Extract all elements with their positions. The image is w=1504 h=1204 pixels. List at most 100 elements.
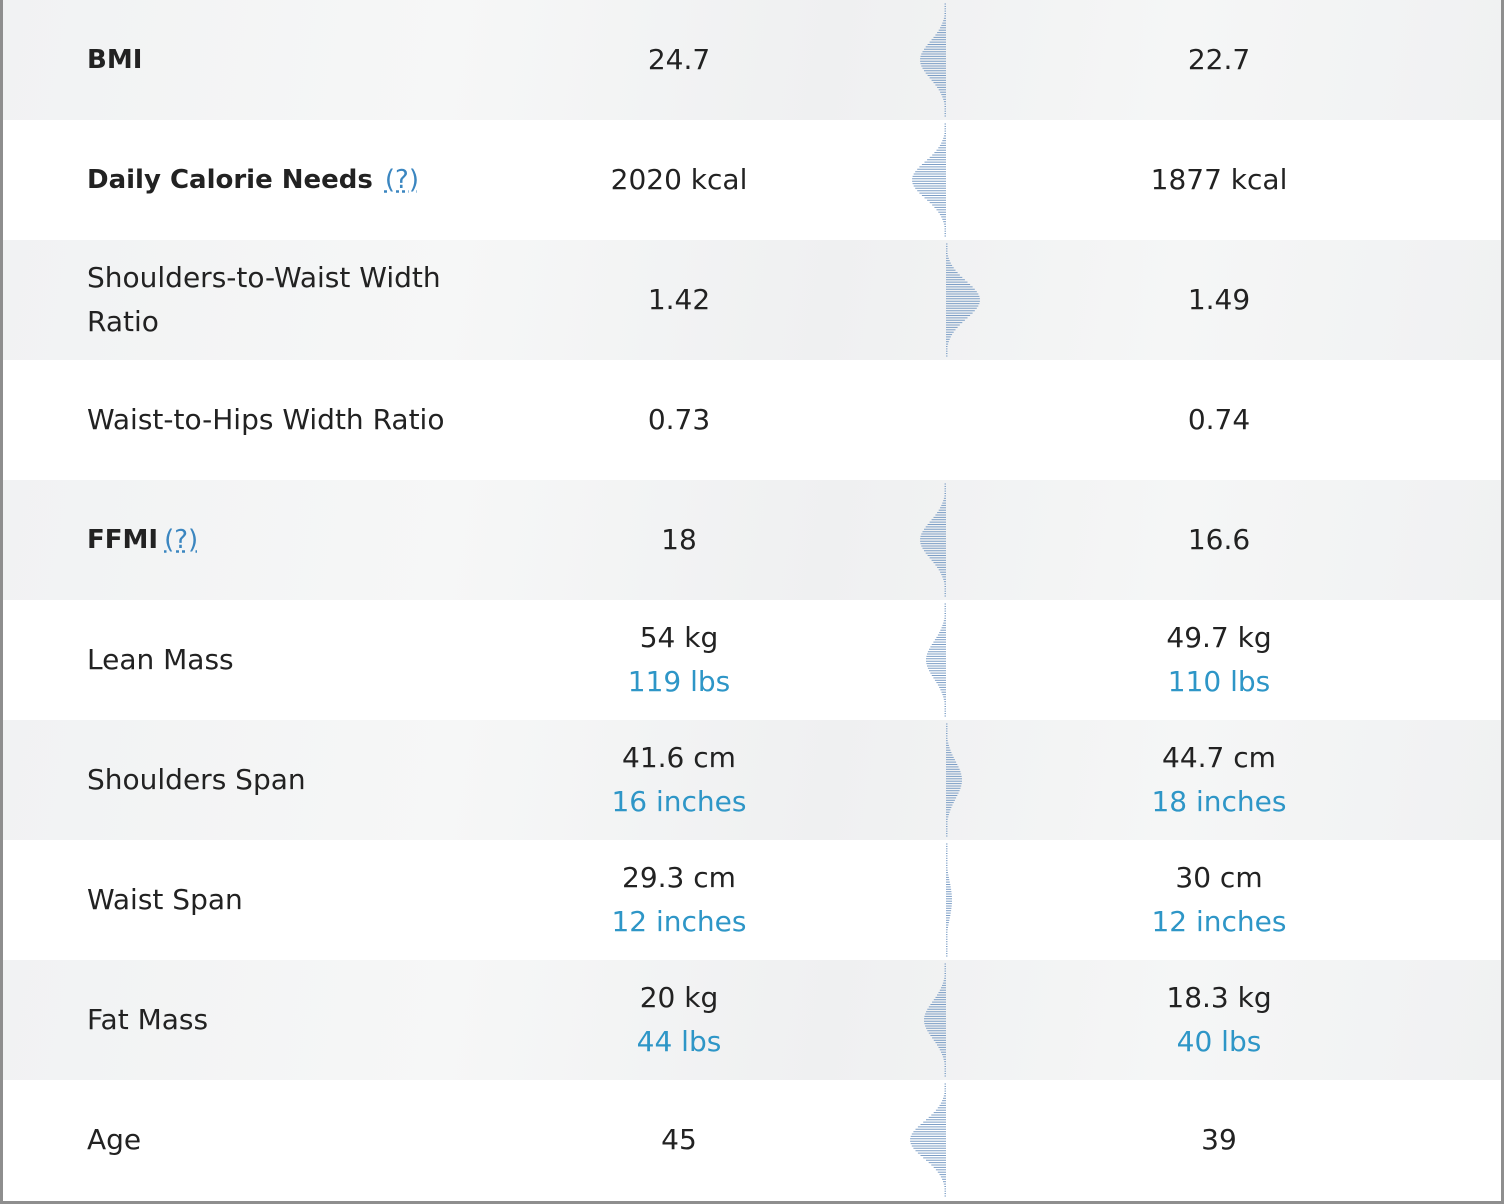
right-value: 49.7 kg 110 lbs — [1039, 600, 1399, 720]
right-value-main: 39 — [1201, 1123, 1237, 1156]
left-value-main: 45 — [661, 1123, 697, 1156]
distribution-graphic — [893, 1080, 1003, 1200]
table-row: Shoulders Span 41.6 cm 16 inches 44.7 cm 18 … — [3, 720, 1501, 840]
left-value-converted: 44 lbs — [636, 1025, 722, 1058]
left-value-converted: 119 lbs — [627, 665, 731, 698]
right-value: 1.49 — [1039, 240, 1399, 360]
distribution-svg — [946, 843, 952, 957]
left-value: 29.3 cm 12 inches — [499, 840, 859, 960]
right-value: 22.7 — [1039, 0, 1399, 120]
table-row: Daily Calorie Needs (?) 2020 kcal 1877 kcal — [3, 120, 1501, 240]
distribution-graphic — [893, 120, 1003, 240]
left-value-converted: 16 inches — [611, 785, 747, 818]
left-value: 41.6 cm 16 inches — [499, 720, 859, 840]
row-label-text: Age — [87, 1123, 142, 1156]
right-value-converted: 110 lbs — [1167, 665, 1271, 698]
left-value: 24.7 — [499, 0, 859, 120]
distribution-graphic — [893, 0, 1003, 120]
right-value-main: 18.3 kg — [1166, 981, 1272, 1014]
row-label: Daily Calorie Needs (?) — [87, 120, 467, 240]
distribution-graphic — [893, 240, 1003, 360]
left-value: 45 — [499, 1080, 859, 1200]
row-label-text: FFMI — [87, 525, 159, 555]
right-value: 30 cm 12 inches — [1039, 840, 1399, 960]
right-value: 0.74 — [1039, 360, 1399, 480]
table-row: Waist-to-Hips Width Ratio 0.73 0.74 — [3, 360, 1501, 480]
row-label-text: Fat Mass — [87, 1003, 209, 1036]
distribution-graphic — [893, 600, 1003, 720]
right-value-main: 22.7 — [1187, 43, 1251, 76]
row-label-text: Daily Calorie Needs — [87, 165, 373, 195]
right-value: 44.7 cm 18 inches — [1039, 720, 1399, 840]
row-label-text: Shoulders Span — [87, 763, 306, 796]
distribution-svg — [912, 123, 946, 237]
left-value-main: 2020 kcal — [610, 163, 748, 196]
left-value-converted: 12 inches — [611, 905, 747, 938]
right-value-converted: 18 inches — [1151, 785, 1287, 818]
distribution-graphic — [893, 960, 1003, 1080]
right-value-main: 16.6 — [1187, 523, 1251, 556]
distribution-svg — [910, 1083, 946, 1197]
distribution-svg — [926, 603, 946, 717]
row-label: BMI — [87, 0, 467, 120]
right-value: 16.6 — [1039, 480, 1399, 600]
table-row: Shoulders-to-Waist Width Ratio 1.42 1.49 — [3, 240, 1501, 360]
left-value-main: 24.7 — [647, 43, 711, 76]
right-value-main: 1.49 — [1187, 283, 1251, 316]
right-value: 39 — [1039, 1080, 1399, 1200]
left-value: 0.73 — [499, 360, 859, 480]
right-value-converted: 40 lbs — [1176, 1025, 1262, 1058]
row-label: Age — [87, 1080, 467, 1200]
left-value: 2020 kcal — [499, 120, 859, 240]
left-value-main: 1.42 — [647, 283, 711, 316]
row-label-text: Waist-to-Hips Width Ratio — [87, 403, 445, 436]
row-label: Lean Mass — [87, 600, 467, 720]
row-label: Shoulders-to-Waist Width Ratio — [87, 240, 467, 360]
distribution-svg — [920, 3, 946, 117]
left-value-main: 29.3 cm — [622, 861, 736, 894]
left-value-main: 20 kg — [639, 981, 719, 1014]
distribution-svg — [920, 483, 946, 597]
distribution-svg — [924, 963, 946, 1077]
left-value-main: 0.73 — [647, 403, 711, 436]
right-value-main: 0.74 — [1187, 403, 1251, 436]
distribution-svg — [946, 243, 980, 357]
left-value-main: 54 kg — [639, 621, 719, 654]
table-row: FFMI (?) 18 16.6 — [3, 480, 1501, 600]
row-label-text: Lean Mass — [87, 643, 234, 676]
right-value-main: 1877 kcal — [1150, 163, 1288, 196]
row-label: Shoulders Span — [87, 720, 467, 840]
row-label: Waist-to-Hips Width Ratio — [87, 360, 467, 480]
right-value-converted: 12 inches — [1151, 905, 1287, 938]
row-label-text: BMI — [87, 45, 143, 75]
table-row: Lean Mass 54 kg 119 lbs 49.7 kg 110 lbs — [3, 600, 1501, 720]
table-row: BMI 24.7 22.7 — [3, 0, 1501, 120]
distribution-graphic — [893, 480, 1003, 600]
right-value: 1877 kcal — [1039, 120, 1399, 240]
distribution-graphic — [893, 720, 1003, 840]
distribution-svg — [946, 723, 962, 837]
row-label: Fat Mass — [87, 960, 467, 1080]
distribution-graphic — [893, 360, 1003, 480]
row-label-text: Shoulders-to-Waist Width Ratio — [87, 261, 441, 338]
table-row: Fat Mass 20 kg 44 lbs 18.3 kg 40 lbs — [3, 960, 1501, 1080]
row-label: Waist Span — [87, 840, 467, 960]
help-link[interactable]: (?) — [384, 165, 419, 195]
right-value-main: 49.7 kg — [1166, 621, 1272, 654]
right-value: 18.3 kg 40 lbs — [1039, 960, 1399, 1080]
table-row: Age 45 39 — [3, 1080, 1501, 1200]
right-value-main: 44.7 cm — [1162, 741, 1276, 774]
left-value: 18 — [499, 480, 859, 600]
row-label: FFMI (?) — [87, 480, 467, 600]
right-value-main: 30 cm — [1175, 861, 1263, 894]
left-value-main: 41.6 cm — [622, 741, 736, 774]
left-value: 54 kg 119 lbs — [499, 600, 859, 720]
distribution-graphic — [893, 840, 1003, 960]
help-link[interactable]: (?) — [164, 525, 199, 555]
left-value: 1.42 — [499, 240, 859, 360]
left-value-main: 18 — [661, 523, 697, 556]
table-row: Waist Span 29.3 cm 12 inches 30 cm 12 inches — [3, 840, 1501, 960]
row-label-text: Waist Span — [87, 883, 243, 916]
left-value: 20 kg 44 lbs — [499, 960, 859, 1080]
